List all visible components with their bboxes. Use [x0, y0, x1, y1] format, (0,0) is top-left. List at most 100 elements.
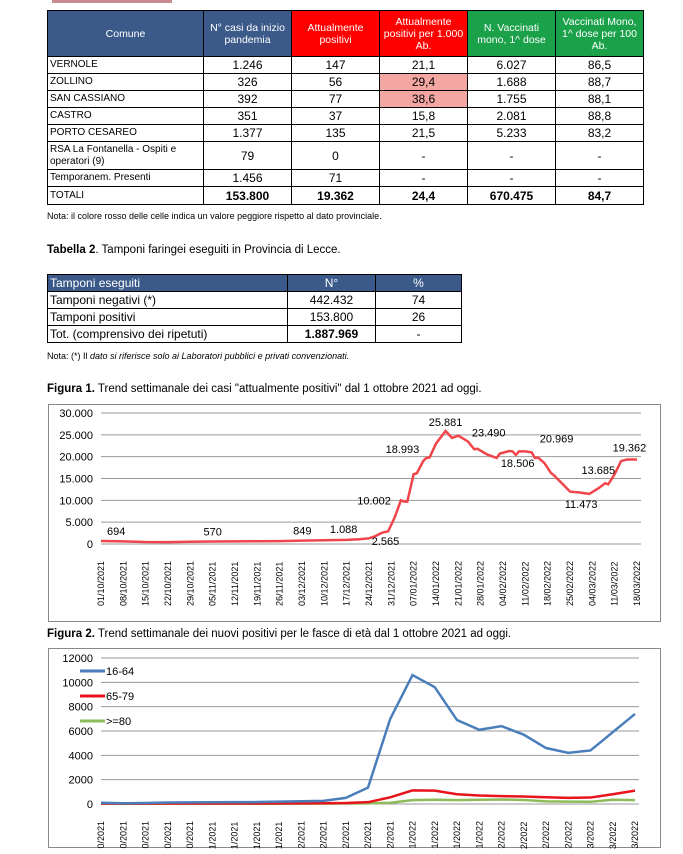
x-tick-label: 05/11/2021	[207, 822, 217, 849]
x-tick-label: 26/11/2021	[275, 562, 285, 606]
figure2-svg: 0 2000 4000 6000 8000 10000 12000 01/10/2021 08/…	[62, 653, 640, 854]
data-label: 2.565	[372, 536, 400, 548]
x-tick-label: 01/10/2021	[96, 561, 106, 606]
cell: 1.246	[203, 56, 292, 74]
comune-name: ZOLLINO	[47, 73, 204, 91]
column-header: N° casi da inizio pandemia	[203, 10, 292, 57]
y-tick-label: 25.000	[59, 430, 93, 442]
comune-name: SAN CASSIANO	[47, 90, 204, 108]
cell: 88,7	[555, 73, 644, 91]
cell: 21,1	[379, 56, 468, 74]
cell: 37	[291, 107, 380, 125]
tamponi-table: Tamponi eseguiti N° % Tamponi negativi (…	[47, 274, 462, 343]
cell: 38,6	[379, 90, 468, 108]
comune-name: TOTALI	[47, 186, 204, 205]
x-tick-label: 18/03/2022	[632, 561, 642, 606]
cell: 88,1	[555, 90, 644, 108]
figure1-chart: 0 5.000 10.000 15.000 20.000 25.000 30.000 01/1…	[48, 404, 661, 622]
x-tick-label: 12/11/2021	[230, 822, 240, 849]
cell: -	[379, 141, 468, 170]
cell: 88,8	[555, 107, 644, 125]
cell: Tot. (comprensivo dei ripetuti)	[47, 325, 288, 343]
y-tick-label: 0	[87, 799, 93, 811]
x-tick-label: 18/02/2022	[543, 561, 553, 606]
cell: 15,8	[379, 107, 468, 125]
cell: -	[375, 325, 462, 343]
cell: -	[555, 141, 644, 170]
data-label: 13.685	[581, 465, 615, 477]
x-tick-label: 31/12/2021	[386, 561, 396, 606]
column-header: N°	[287, 274, 376, 292]
data-label: 570	[203, 527, 221, 539]
column-header: %	[375, 274, 462, 292]
y-tick-label: 4000	[69, 750, 93, 762]
series-line	[100, 429, 637, 544]
x-tick-label: 08/10/2021	[118, 821, 128, 849]
cell: -	[379, 169, 468, 187]
cell: 86,5	[555, 56, 644, 74]
caption-label: Figura 1.	[47, 383, 95, 395]
x-tick-label: 26/11/2021	[274, 822, 284, 849]
header-decoration-bar	[52, 0, 172, 3]
cell: 6.027	[467, 56, 556, 74]
cell: Tamponi negativi (*)	[47, 291, 288, 309]
cell: 71	[291, 169, 380, 187]
data-label: 694	[107, 526, 125, 538]
table-row: PORTO CESAREO 1.377 135 21,5 5.233 83,2	[47, 124, 644, 142]
x-tick-label: 17/12/2021	[341, 821, 351, 849]
series-line-1664	[100, 673, 636, 805]
comune-name: Temporanem. Presenti	[47, 169, 204, 187]
y-tick-label: 6000	[69, 726, 93, 738]
cell: 153.800	[287, 308, 376, 326]
figure2-caption: Figura 2. Trend settimanale dei nuovi po…	[47, 628, 511, 640]
x-tick-label: 01/10/2021	[96, 821, 106, 849]
cell: 83,2	[555, 124, 644, 142]
note-text: dato si riferisce solo ai Laboratori pub…	[90, 351, 350, 361]
y-tick-label: 30.000	[59, 408, 93, 420]
legend-label: 65-79	[106, 691, 134, 703]
cell: 24,4	[379, 186, 468, 205]
cell: -	[467, 141, 556, 170]
caption-text: Trend settimanale dei nuovi positivi per…	[94, 628, 512, 640]
caption-text: Trend settimanale dei casi "attualmente …	[94, 383, 482, 395]
x-tick-label: 11/03/2022	[610, 562, 620, 606]
table2-note: Nota: (*) Il dato si riferisce solo ai L…	[47, 351, 349, 362]
cell: 74	[375, 291, 462, 309]
data-label: 18.993	[386, 444, 420, 456]
x-tick-label: 21/01/2022	[452, 821, 462, 849]
x-tick-label: 25/02/2022	[563, 821, 573, 849]
cell: 77	[291, 90, 380, 108]
table-row: Tamponi positivi 153.800 26	[47, 308, 462, 326]
comune-name: CASTRO	[47, 107, 204, 125]
cell: 29,4	[379, 73, 468, 91]
table-header-row: Comune N° casi da inizio pandemia Attual…	[47, 10, 644, 57]
cell: 326	[203, 73, 292, 91]
y-tick-label: 10.000	[59, 495, 93, 507]
caption-label: Figura 2.	[47, 628, 95, 640]
x-tick-label: 24/12/2021	[364, 561, 374, 606]
x-tick-label: 25/02/2022	[565, 561, 575, 606]
x-tick-label: 22/10/2021	[163, 561, 173, 606]
x-tick-label: 14/01/2022	[430, 821, 440, 849]
data-label: 19.362	[613, 442, 647, 454]
column-header: Vaccinati Mono, 1^ dose per 100 Ab.	[555, 10, 644, 57]
x-tick-label: 28/01/2022	[474, 821, 484, 849]
column-header: N. Vaccinati mono, 1^ dose	[467, 10, 556, 57]
table-row: CASTRO 351 37 15,8 2.081 88,8	[47, 107, 644, 125]
y-tick-label: 12000	[62, 653, 93, 665]
cell: 0	[291, 141, 380, 170]
y-tick-label: 2000	[69, 775, 93, 787]
y-tick-label: 8000	[69, 702, 93, 714]
table-row: SAN CASSIANO 392 77 38,6 1.755 88,1	[47, 90, 644, 108]
y-tick-label: 15.000	[59, 474, 93, 486]
comune-name: VERNOLE	[47, 56, 204, 74]
cell: 21,5	[379, 124, 468, 142]
table2-caption: Tabella 2. Tamponi faringei eseguiti in …	[47, 244, 341, 256]
cell: 84,7	[555, 186, 644, 205]
x-tick-label: 11/02/2022	[519, 822, 529, 849]
legend-label: 16-64	[106, 666, 134, 678]
x-tick-label: 18/03/2022	[630, 821, 640, 849]
x-tick-label: 12/11/2021	[230, 562, 240, 606]
data-label: 849	[293, 525, 311, 537]
table-row: VERNOLE 1.246 147 21,1 6.027 86,5	[47, 56, 644, 74]
